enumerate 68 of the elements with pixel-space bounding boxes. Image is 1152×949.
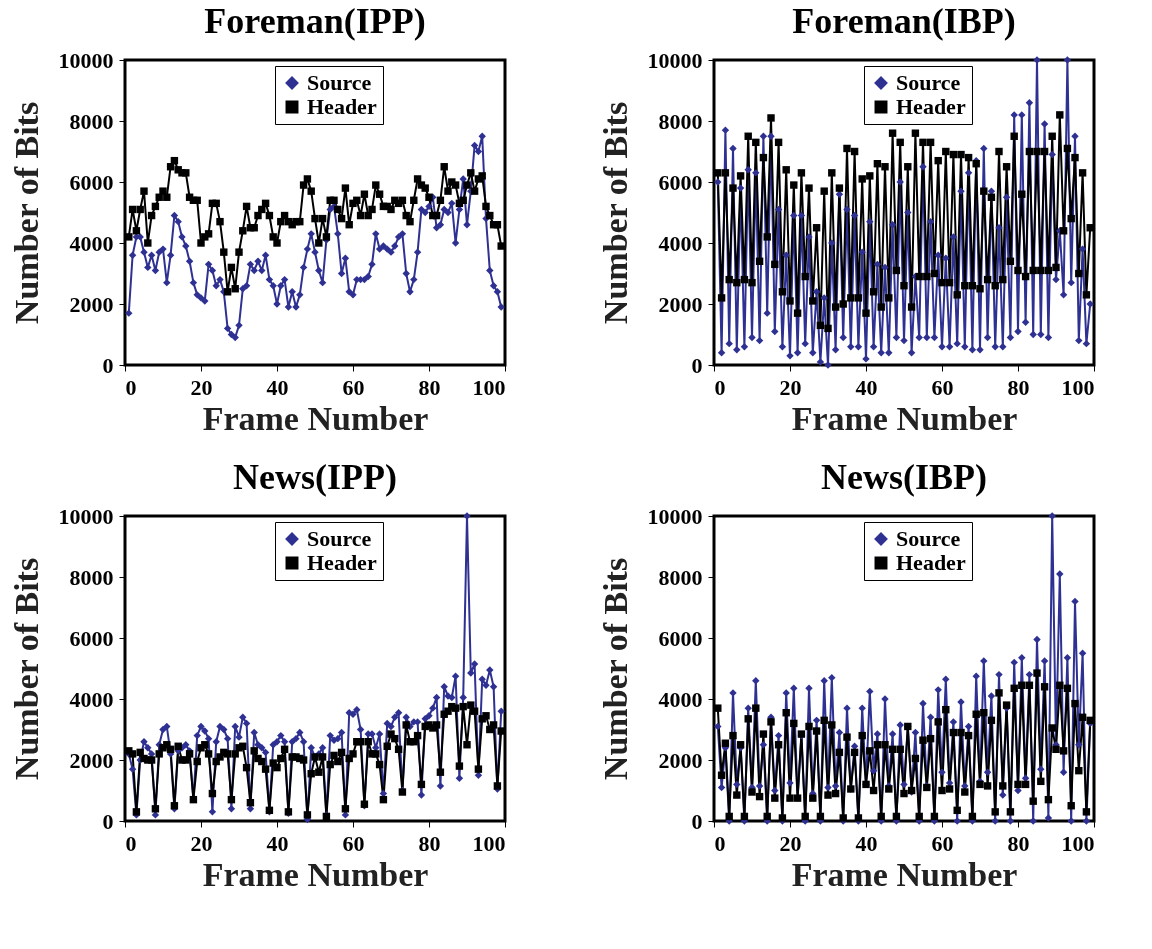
legend-label: Source [896,526,961,551]
x-tick-label: 20 [190,830,213,856]
y-tick-label: 2000 [658,291,703,317]
y-tick-label: 0 [102,808,114,834]
x-tick-label: 20 [779,374,802,400]
y-tick-label: 10000 [58,503,114,529]
legend-label: Header [307,94,377,119]
y-tick-label: 6000 [69,625,114,651]
x-tick-label: 0 [125,830,137,856]
x-tick-label: 60 [342,374,365,400]
legend-label: Source [896,70,961,95]
y-tick-label: 8000 [69,564,114,590]
y-tick-label: 4000 [658,230,703,256]
y-tick-label: 0 [102,352,114,378]
x-tick-label: 80 [418,374,441,400]
y-tick-label: 2000 [69,291,114,317]
y-tick-label: 2000 [658,747,703,773]
x-tick-label: 0 [714,830,726,856]
x-tick-label: 40 [266,830,289,856]
y-axis-title: Number of Bits [596,101,634,325]
x-tick-label: 100 [1061,830,1095,856]
y-tick-label: 2000 [69,747,114,773]
y-axis-title: Number of Bits [7,557,45,781]
y-tick-label: 6000 [658,169,703,195]
legend-label: Source [307,526,372,551]
y-tick-label: 8000 [658,564,703,590]
x-tick-label: 0 [125,374,137,400]
x-tick-label: 20 [779,830,802,856]
y-tick-label: 10000 [58,47,114,73]
y-tick-label: 10000 [647,503,703,529]
x-tick-label: 80 [418,830,441,856]
chart-title: Foreman(IPP) [204,1,426,41]
y-axis-title: Number of Bits [7,101,45,325]
x-tick-label: 0 [714,374,726,400]
y-tick-label: 4000 [69,230,114,256]
y-tick-label: 4000 [658,686,703,712]
y-tick-label: 10000 [647,47,703,73]
legend-label: Header [307,550,377,575]
y-tick-label: 6000 [69,169,114,195]
y-tick-label: 6000 [658,625,703,651]
x-tick-label: 60 [931,830,954,856]
legend-label: Header [896,94,966,119]
x-tick-label: 20 [190,374,213,400]
chart-title: Foreman(IBP) [792,1,1016,41]
x-tick-label: 100 [472,374,506,400]
x-tick-label: 40 [855,374,878,400]
x-tick-label: 60 [931,374,954,400]
y-tick-label: 0 [691,352,703,378]
x-tick-label: 100 [1061,374,1095,400]
x-tick-label: 40 [266,374,289,400]
x-tick-label: 40 [855,830,878,856]
x-tick-label: 60 [342,830,365,856]
legend-label: Header [896,550,966,575]
y-tick-label: 8000 [69,108,114,134]
x-tick-label: 100 [472,830,506,856]
x-axis-title: Frame Number [791,399,1018,437]
chart-title: News(IPP) [233,457,397,497]
x-tick-label: 80 [1007,830,1030,856]
legend-label: Source [307,70,372,95]
y-tick-label: 0 [691,808,703,834]
y-tick-label: 4000 [69,686,114,712]
x-axis-title: Frame Number [202,855,429,893]
x-tick-label: 80 [1007,374,1030,400]
y-axis-title: Number of Bits [596,557,634,781]
x-axis-title: Frame Number [791,855,1018,893]
chart-title: News(IBP) [821,457,987,497]
x-axis-title: Frame Number [202,399,429,437]
y-tick-label: 8000 [658,108,703,134]
